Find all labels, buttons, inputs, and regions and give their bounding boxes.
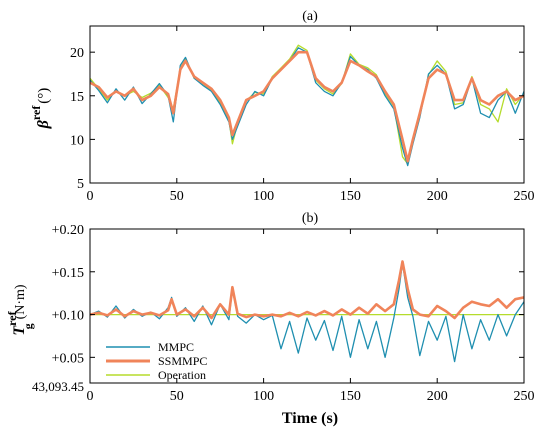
panel-a-series-mmpc: [90, 47, 524, 167]
panel-a-x-tick-label: 50: [170, 189, 184, 204]
legend-label-operation: Operation: [158, 368, 206, 382]
panel-b-y-axis-label: Trefg (N·m): [5, 284, 35, 336]
svg-text:βref(°): βref(°): [29, 88, 52, 130]
legend-item-operation: Operation: [106, 368, 206, 382]
panel-b-y-tick-label: +0.20: [52, 223, 84, 238]
panel-b-y-superscript: ref: [5, 310, 19, 325]
panel-a-plot-area: [90, 44, 524, 167]
legend-label-ssmmpc: SSMMPC: [158, 354, 207, 368]
panel-b-x-tick-label: 0: [87, 389, 94, 404]
legend: MMPC SSMMPC Operation: [106, 340, 207, 382]
legend-item-mmpc: MMPC: [106, 340, 194, 354]
panel-b-extra-y-label: 43,093.45: [32, 379, 84, 394]
panel-b-frame: [89, 228, 525, 384]
panel-b-plot-area: [90, 260, 524, 363]
panel-a-x-tick-label: 200: [427, 189, 448, 204]
panel-b-y-tick-label: +0.05: [52, 351, 84, 366]
panel-a-series-ssmmpc: [90, 50, 524, 163]
panel-a-series-operation: [90, 44, 524, 165]
panel-a-y-axis-label: βref(°): [29, 88, 52, 130]
panel-a-ticks: 0 50 100 150 200 250 5 10 15 20: [70, 26, 535, 204]
panel-a-x-tick-label: 250: [514, 189, 535, 204]
panel-b-x-tick-label: 50: [170, 389, 184, 404]
panel-a-x-tick-label: 100: [253, 189, 274, 204]
panel-a-y-superscript: ref: [29, 105, 43, 120]
panel-a-label: (a): [302, 9, 318, 24]
panel-a-y-unit: (°): [36, 88, 52, 104]
panel-b-series-ssmmpc: [90, 260, 524, 320]
panel-b-y-subscript: g: [21, 323, 35, 329]
panel-b-y-symbol: T: [11, 325, 28, 336]
panel-b-x-tick-label: 200: [427, 389, 448, 404]
x-axis-title: Time (s): [282, 410, 338, 427]
panel-b-ticks: 0 50 100 150 200 250 +0.05 +0.10 +0.15 +0.20: [52, 223, 535, 404]
legend-label-mmpc: MMPC: [158, 340, 194, 354]
panel-b: (b) Trefg (N·m) 0 50 100 150 200 250 +0.05 +0.10…: [5, 211, 535, 427]
svg-text:Trefg(N·m): Trefg (N·m): [5, 284, 35, 336]
panel-a-y-tick-label: 20: [70, 46, 84, 61]
legend-item-ssmmpc: SSMMPC: [106, 354, 207, 368]
panel-a-x-tick-label: 150: [340, 189, 361, 204]
panel-a-x-tick-label: 0: [87, 189, 94, 204]
panel-a-y-tick-label: 15: [70, 90, 84, 105]
panel-a-y-symbol: β: [35, 119, 52, 129]
panel-b-x-tick-label: 250: [514, 389, 535, 404]
panel-a-frame: [89, 25, 525, 184]
panel-b-label: (b): [302, 211, 319, 226]
panel-a: (a) βref(°) 0 50 100 150 200 250 5 10 15 20: [29, 9, 535, 204]
panel-a-y-tick-label: 10: [70, 133, 84, 148]
panel-b-y-unit: (N·m): [13, 284, 28, 319]
panel-a-y-tick-label: 5: [77, 177, 84, 192]
panel-b-x-tick-label: 150: [340, 389, 361, 404]
panel-b-x-tick-label: 100: [253, 389, 274, 404]
panel-b-y-tick-label: +0.15: [52, 266, 84, 281]
panel-b-y-tick-label: +0.10: [52, 309, 84, 324]
